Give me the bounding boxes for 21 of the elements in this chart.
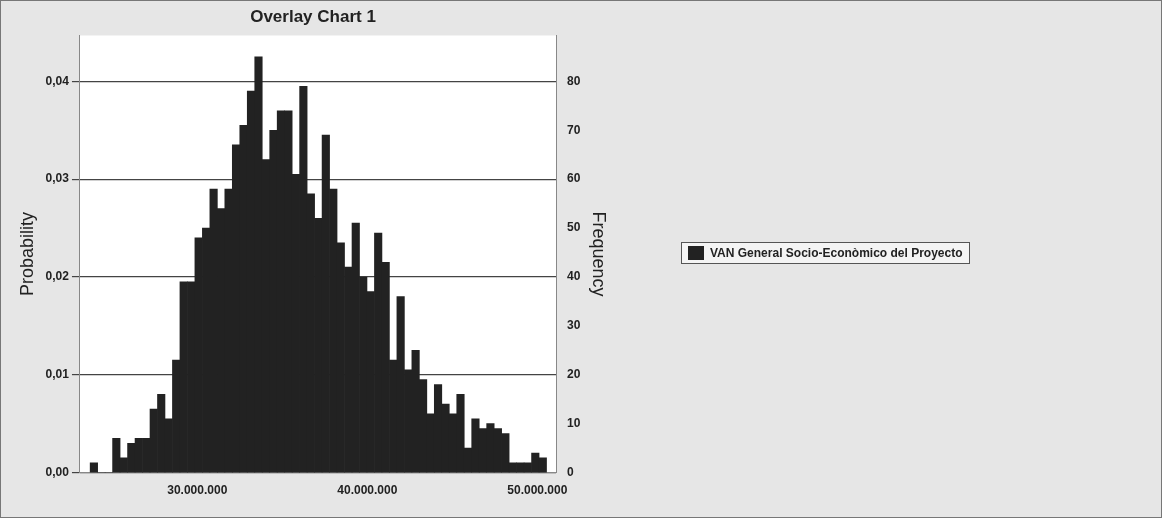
y-tick-label: 0,00 xyxy=(45,464,70,479)
x-tick-label: 50.000.000 xyxy=(507,483,568,498)
y2-tick-label: 50 xyxy=(567,220,581,235)
y2-tick-label: 20 xyxy=(567,367,581,382)
y2-axis-title: Frequency xyxy=(589,211,610,297)
y-axis-title: Probability xyxy=(16,211,37,297)
y2-tick-label: 70 xyxy=(567,122,581,137)
y2-tick-label: 40 xyxy=(567,269,581,284)
x-tick-label: 30.000.000 xyxy=(167,483,228,498)
y2-tick-label: 80 xyxy=(567,73,581,88)
chart-title: Overlay Chart 1 xyxy=(250,6,376,26)
y2-tick-label: 0 xyxy=(567,464,575,479)
y-tick-label: 0,01 xyxy=(45,367,70,382)
y2-tick-label: 10 xyxy=(567,416,581,431)
y2-tick-label: 30 xyxy=(567,318,581,333)
y-tick-label: 0,03 xyxy=(45,171,70,186)
y2-tick-label: 60 xyxy=(567,171,581,186)
legend-label: VAN General Socio-Econòmico del Proyecto xyxy=(710,246,963,260)
x-tick-label: 40.000.000 xyxy=(337,483,398,498)
y-tick-label: 0,04 xyxy=(45,73,70,88)
y-tick-label: 0,02 xyxy=(45,269,70,284)
